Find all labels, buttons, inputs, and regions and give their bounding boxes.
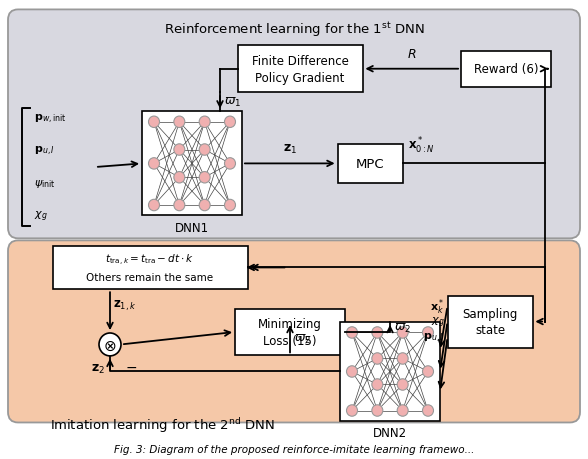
Circle shape [397, 405, 408, 416]
Circle shape [199, 145, 210, 156]
Text: Finite Difference: Finite Difference [252, 55, 349, 68]
Text: $\varpi_2$: $\varpi_2$ [394, 321, 411, 334]
Text: $\mathbf{p}_{u,I}$: $\mathbf{p}_{u,I}$ [34, 145, 55, 158]
Circle shape [372, 327, 383, 338]
Bar [340, 322, 440, 421]
Circle shape [174, 172, 185, 184]
Text: $\mathbf{x}^*_{0:N}$: $\mathbf{x}^*_{0:N}$ [407, 136, 435, 156]
Circle shape [174, 145, 185, 156]
Text: $\mathbf{x}^*_{k}$: $\mathbf{x}^*_{k}$ [430, 297, 445, 316]
Text: Policy Gradient: Policy Gradient [255, 72, 345, 84]
Circle shape [346, 405, 358, 416]
Circle shape [149, 158, 159, 170]
Text: Imitation learning for the 2$^{\mathrm{nd}}$ DNN: Imitation learning for the 2$^{\mathrm{n… [50, 415, 275, 434]
Circle shape [225, 158, 236, 170]
Bar [52, 246, 248, 290]
Circle shape [397, 327, 408, 338]
Text: Reward (6): Reward (6) [474, 63, 538, 76]
Circle shape [346, 327, 358, 338]
Text: $\mathbf{z}_2$: $\mathbf{z}_2$ [91, 362, 105, 375]
Text: $\mathbf{z}_{1,k}$: $\mathbf{z}_{1,k}$ [113, 298, 136, 312]
Text: DNN1: DNN1 [175, 221, 209, 234]
Circle shape [99, 333, 121, 356]
Text: $R$: $R$ [407, 48, 416, 61]
Bar [461, 51, 551, 88]
Circle shape [225, 117, 236, 128]
Text: Loss (15): Loss (15) [263, 334, 317, 347]
Circle shape [149, 117, 159, 128]
Circle shape [149, 200, 159, 211]
Bar [142, 112, 242, 216]
Circle shape [423, 405, 433, 416]
Circle shape [397, 379, 408, 390]
Circle shape [372, 353, 383, 364]
Circle shape [199, 200, 210, 211]
Circle shape [397, 353, 408, 364]
Text: $\psi_{\mathrm{init}}$: $\psi_{\mathrm{init}}$ [34, 178, 55, 190]
Bar [238, 46, 362, 93]
Text: $\mathbf{p}_{w,\mathrm{init}}$: $\mathbf{p}_{w,\mathrm{init}}$ [34, 113, 66, 126]
Bar [235, 309, 345, 356]
Text: $\mathbf{z}_1$: $\mathbf{z}_1$ [283, 143, 297, 156]
Circle shape [174, 200, 185, 211]
Circle shape [372, 379, 383, 390]
Text: Others remain the same: Others remain the same [86, 272, 213, 282]
Text: $\chi_g$: $\chi_g$ [34, 209, 48, 223]
Text: Fig. 3: Diagram of the proposed reinforce-imitate learning framewo...: Fig. 3: Diagram of the proposed reinforc… [114, 444, 474, 454]
Bar [338, 144, 403, 184]
Text: DNN2: DNN2 [373, 426, 407, 439]
Text: $\otimes$: $\otimes$ [103, 338, 116, 353]
Circle shape [346, 366, 358, 377]
FancyBboxPatch shape [8, 11, 580, 239]
Text: $\mathbf{p}_{u,I}$: $\mathbf{p}_{u,I}$ [423, 331, 445, 344]
Text: $\chi_g$: $\chi_g$ [431, 315, 445, 329]
Text: state: state [475, 324, 505, 336]
Circle shape [423, 366, 433, 377]
Text: Sampling: Sampling [462, 307, 517, 320]
Text: Minimizing: Minimizing [258, 318, 322, 330]
Circle shape [225, 200, 236, 211]
Circle shape [199, 117, 210, 128]
Text: $t_{\mathrm{tra},k} = t_{\mathrm{tra}} - dt \cdot k$: $t_{\mathrm{tra},k} = t_{\mathrm{tra}} -… [105, 252, 195, 267]
Text: $\varpi_2$: $\varpi_2$ [294, 332, 311, 346]
Text: $-$: $-$ [125, 359, 137, 373]
FancyBboxPatch shape [8, 241, 580, 423]
Circle shape [199, 172, 210, 184]
Circle shape [174, 117, 185, 128]
Circle shape [423, 327, 433, 338]
Circle shape [372, 405, 383, 416]
Text: Reinforcement learning for the 1$^{\mathrm{st}}$ DNN: Reinforcement learning for the 1$^{\math… [165, 21, 426, 39]
Text: $\varpi_1$: $\varpi_1$ [224, 96, 241, 109]
Bar [447, 296, 533, 348]
Text: MPC: MPC [356, 157, 385, 171]
